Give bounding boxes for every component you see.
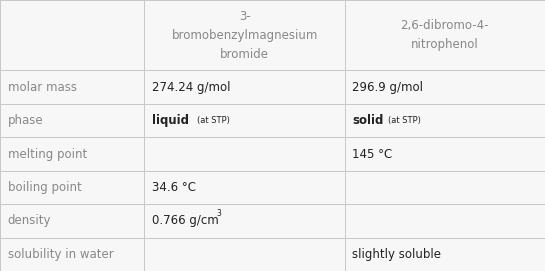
Text: 0.766 g/cm: 0.766 g/cm <box>152 214 219 227</box>
Text: molar mass: molar mass <box>8 81 77 94</box>
Text: 3: 3 <box>216 209 221 218</box>
Text: 145 °C: 145 °C <box>353 147 392 160</box>
Text: solubility in water: solubility in water <box>8 248 113 261</box>
Text: 274.24 g/mol: 274.24 g/mol <box>152 81 231 94</box>
Text: (at STP): (at STP) <box>388 116 421 125</box>
Text: boiling point: boiling point <box>8 181 81 194</box>
Text: melting point: melting point <box>8 147 87 160</box>
Text: density: density <box>8 214 51 227</box>
Text: slightly soluble: slightly soluble <box>353 248 441 261</box>
Text: 34.6 °C: 34.6 °C <box>152 181 196 194</box>
Text: phase: phase <box>8 114 43 127</box>
Text: 2,6-dibromo-4-
nitrophenol: 2,6-dibromo-4- nitrophenol <box>401 19 489 51</box>
Text: liquid: liquid <box>152 114 189 127</box>
Text: 3-
bromobenzylmagnesium
bromide: 3- bromobenzylmagnesium bromide <box>171 10 318 61</box>
Text: solid: solid <box>353 114 384 127</box>
Text: (at STP): (at STP) <box>197 116 229 125</box>
Text: 296.9 g/mol: 296.9 g/mol <box>353 81 423 94</box>
